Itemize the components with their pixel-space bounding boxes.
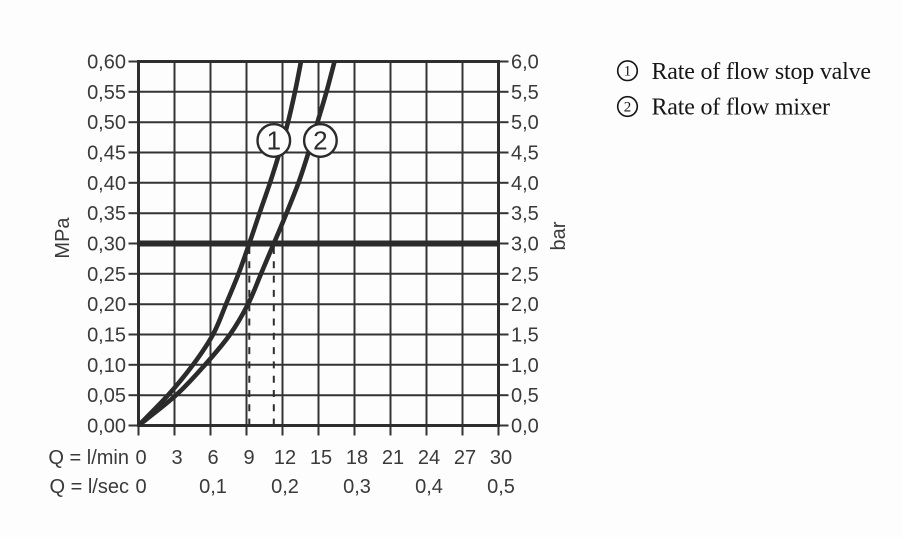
svg-text:0,00: 0,00 xyxy=(87,416,126,438)
svg-text:3,0: 3,0 xyxy=(511,234,539,256)
svg-text:Rate of flow stop valve: Rate of flow stop valve xyxy=(652,59,871,85)
svg-text:27: 27 xyxy=(454,447,476,469)
svg-text:0,25: 0,25 xyxy=(87,264,126,286)
svg-text:0,15: 0,15 xyxy=(87,325,126,347)
svg-text:0,5: 0,5 xyxy=(487,476,515,498)
svg-text:3: 3 xyxy=(171,447,182,469)
svg-text:0,3: 0,3 xyxy=(343,476,371,498)
svg-text:1: 1 xyxy=(267,126,281,156)
svg-text:0,35: 0,35 xyxy=(87,203,126,225)
svg-text:0,4: 0,4 xyxy=(415,476,443,498)
svg-text:Q = l/sec: Q = l/sec xyxy=(50,476,129,498)
svg-text:6,0: 6,0 xyxy=(511,52,539,74)
svg-text:0,60: 0,60 xyxy=(87,52,126,74)
svg-text:0,30: 0,30 xyxy=(87,234,126,256)
svg-text:24: 24 xyxy=(418,447,440,469)
svg-text:6: 6 xyxy=(207,447,218,469)
svg-text:5,5: 5,5 xyxy=(511,82,539,104)
svg-text:30: 30 xyxy=(490,447,512,469)
svg-text:0: 0 xyxy=(135,476,146,498)
svg-text:0: 0 xyxy=(135,447,146,469)
svg-text:1,5: 1,5 xyxy=(511,325,539,347)
svg-text:0,50: 0,50 xyxy=(87,112,126,134)
svg-text:9: 9 xyxy=(243,447,254,469)
svg-text:0,40: 0,40 xyxy=(87,173,126,195)
svg-text:21: 21 xyxy=(382,447,404,469)
svg-text:4,0: 4,0 xyxy=(511,173,539,195)
svg-text:2: 2 xyxy=(624,100,632,116)
svg-text:4,5: 4,5 xyxy=(511,143,539,165)
svg-text:5,0: 5,0 xyxy=(511,112,539,134)
svg-text:0,5: 0,5 xyxy=(511,385,539,407)
svg-text:0,55: 0,55 xyxy=(87,82,126,104)
svg-text:0,20: 0,20 xyxy=(87,294,126,316)
svg-text:2,5: 2,5 xyxy=(511,264,539,286)
svg-text:18: 18 xyxy=(346,447,368,469)
svg-text:MPa: MPa xyxy=(52,217,74,259)
svg-text:0,0: 0,0 xyxy=(511,416,539,438)
svg-text:2: 2 xyxy=(313,126,327,156)
svg-text:Q = l/min: Q = l/min xyxy=(48,447,129,469)
svg-text:0,2: 0,2 xyxy=(271,476,299,498)
svg-text:0,45: 0,45 xyxy=(87,143,126,165)
svg-text:0,1: 0,1 xyxy=(199,476,227,498)
svg-text:15: 15 xyxy=(310,447,332,469)
svg-text:Rate of flow mixer: Rate of flow mixer xyxy=(652,95,831,121)
svg-text:2,0: 2,0 xyxy=(511,294,539,316)
svg-text:1: 1 xyxy=(624,64,632,80)
svg-text:3,5: 3,5 xyxy=(511,203,539,225)
svg-text:12: 12 xyxy=(274,447,296,469)
svg-text:0,05: 0,05 xyxy=(87,385,126,407)
svg-text:1,0: 1,0 xyxy=(511,355,539,377)
svg-text:bar: bar xyxy=(548,221,570,250)
svg-text:0,10: 0,10 xyxy=(87,355,126,377)
